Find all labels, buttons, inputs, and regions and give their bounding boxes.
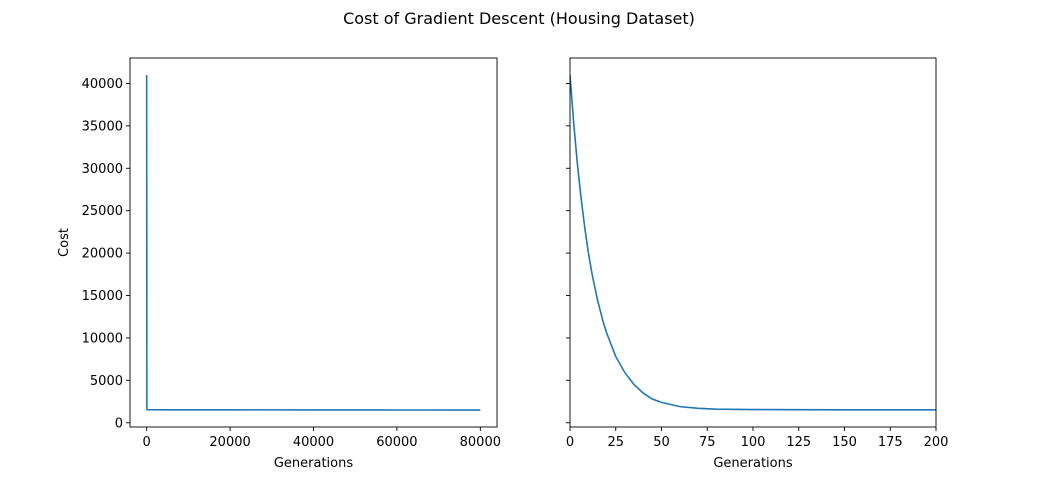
y-tick-label-left: 15000 [82, 289, 123, 304]
x-tick-label-right: 125 [786, 435, 811, 450]
x-axis-label-right: Generations [713, 456, 793, 471]
subplot-left: 0 20000 40000 60000 80000 0 5000 10000 15000 2000… [57, 57, 501, 471]
x-tick-label-left: 0 [143, 435, 151, 450]
x-tick-label-left: 60000 [376, 435, 417, 450]
x-tick-label-right: 150 [832, 435, 857, 450]
series-line-left [145, 74, 481, 411]
x-tick-label-left: 40000 [293, 435, 334, 450]
x-tick-label-right: 50 [653, 435, 670, 450]
axes-frame-left [129, 57, 498, 428]
y-tick-label-left: 40000 [82, 77, 123, 92]
x-tick-label-right: 200 [924, 435, 949, 450]
x-tick-label-right: 75 [699, 435, 716, 450]
y-tick-label-left: 25000 [82, 204, 123, 219]
series-line-right [570, 74, 936, 411]
x-tick-label-right: 25 [607, 435, 624, 450]
y-tick-label-left: 5000 [90, 374, 123, 389]
x-tick-label-left: 80000 [460, 435, 501, 450]
y-tick-label-left: 20000 [82, 247, 123, 262]
y-tick-label-left: 35000 [82, 119, 123, 134]
y-tick-label-left: 30000 [82, 162, 123, 177]
y-tick-label-left: 10000 [82, 331, 123, 346]
subplot-right: 0 25 50 75 100 125 150 175 200 Generations [566, 57, 949, 471]
y-axis-label-left: Cost [57, 228, 72, 257]
chart-title: Cost of Gradient Descent (Housing Datase… [343, 9, 695, 28]
x-axis-label-left: Generations [274, 456, 354, 471]
x-tick-label-right: 100 [741, 435, 766, 450]
x-tick-label-left: 20000 [209, 435, 250, 450]
x-tick-label-right: 175 [878, 435, 903, 450]
y-tick-label-left: 0 [115, 416, 123, 431]
x-tick-label-right: 0 [566, 435, 574, 450]
